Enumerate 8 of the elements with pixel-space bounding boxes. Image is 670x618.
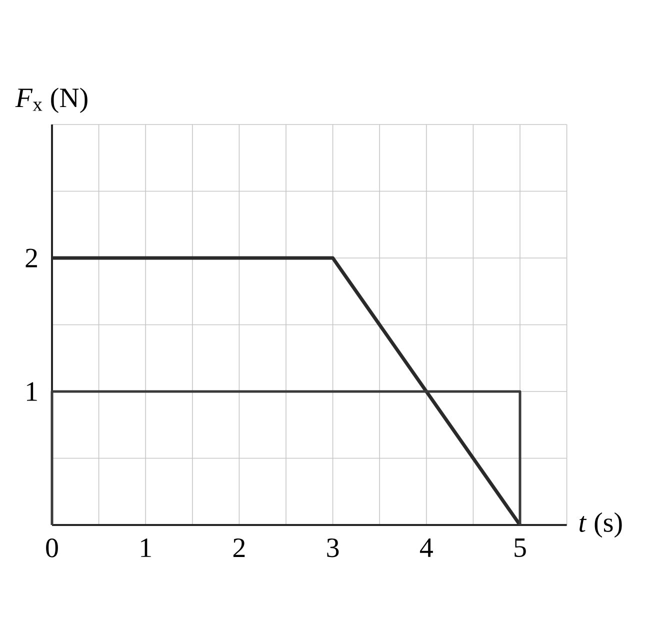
x-tick-label: 5	[514, 538, 526, 558]
x-tick-label: 3	[327, 538, 339, 558]
x-tick-label: 4	[420, 538, 433, 557]
x-tick-label: 0	[46, 538, 58, 558]
x-tick-label: 2	[233, 538, 245, 557]
y-axis-title: F$_{x}$ (N)	[15, 88, 88, 113]
x-axis-title: t (s)	[580, 512, 622, 538]
x-tick-label: 1	[141, 538, 151, 557]
